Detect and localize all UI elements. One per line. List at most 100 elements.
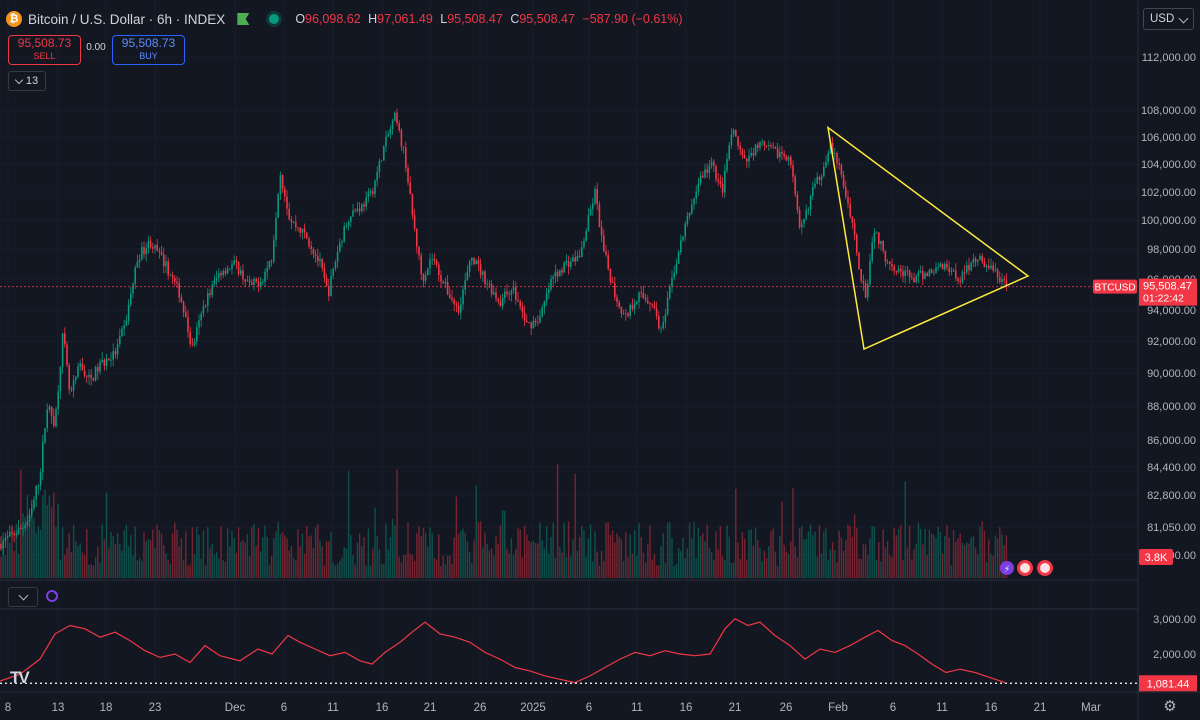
candle-body <box>732 130 735 135</box>
volume-bar <box>583 530 585 578</box>
volume-bar <box>607 522 609 578</box>
candle-body <box>48 406 51 410</box>
volume-bar <box>750 529 752 578</box>
volume-bar <box>519 529 521 578</box>
volume-bar <box>693 521 695 578</box>
candle-body <box>939 263 942 268</box>
candle-body <box>840 164 843 175</box>
volume-bar <box>908 525 911 578</box>
time-tick-label: 6 <box>586 702 592 714</box>
candle-body <box>695 191 697 199</box>
indicators-count: 13 <box>25 75 39 87</box>
candle-body <box>42 442 44 473</box>
flag-icon[interactable] <box>237 13 250 25</box>
indicators-toggle-button[interactable]: 13 <box>8 71 46 91</box>
volume-bar <box>268 564 271 578</box>
candle-body <box>350 216 352 222</box>
candle-body <box>713 161 715 166</box>
candle-body <box>889 261 891 265</box>
candle-body <box>167 261 169 276</box>
volume-bar <box>462 528 464 578</box>
volume-bar <box>941 553 944 578</box>
volume-bar <box>508 553 510 578</box>
volume-bar <box>765 558 768 578</box>
candle-body <box>763 141 766 146</box>
volume-bar <box>358 533 361 578</box>
candle-body <box>90 374 92 379</box>
volume-bar <box>992 555 994 578</box>
volume-bar <box>825 528 827 578</box>
candle-body <box>136 261 139 268</box>
time-tick-label: 11 <box>327 702 339 714</box>
indicator-settings-button[interactable] <box>42 587 62 605</box>
candle-body <box>411 194 414 216</box>
candle-body <box>180 297 183 303</box>
volume-bar <box>400 562 403 578</box>
time-tick-label: 16 <box>376 702 389 714</box>
candle-body <box>849 203 851 217</box>
symbol-title[interactable]: Bitcoin / U.S. Dollar · 6h · INDEX <box>28 11 226 27</box>
candle-body <box>235 260 238 262</box>
sell-button[interactable]: 95,508.73 SELL <box>8 35 81 65</box>
tradingview-logo[interactable]: TV <box>10 668 30 687</box>
candle-body <box>130 293 132 305</box>
volume-bar <box>847 524 849 578</box>
candle-body <box>908 270 911 278</box>
volume-bar <box>534 543 537 578</box>
volume-bar <box>823 531 825 578</box>
volume-bar <box>215 551 218 578</box>
candle-body <box>17 527 20 535</box>
candle-body <box>103 359 106 366</box>
candle-body <box>726 159 728 171</box>
candle-body <box>581 247 583 257</box>
volume-bar <box>343 547 345 578</box>
volume-bar <box>935 537 937 578</box>
volume-bar <box>486 543 488 578</box>
volume-bar <box>895 535 898 578</box>
candle-body <box>842 174 845 187</box>
candle-body <box>561 270 563 273</box>
volume-bar <box>726 525 728 578</box>
candle-body <box>433 258 436 261</box>
volume-bar <box>376 535 378 578</box>
candle-body <box>867 284 869 298</box>
candle-body <box>81 363 84 371</box>
volume-bar <box>317 523 319 578</box>
price-tick-label: 81,050.00 <box>1147 522 1196 534</box>
candle-body <box>983 261 986 268</box>
candle-body <box>306 232 308 239</box>
volume-bar <box>163 545 165 578</box>
volume-bar <box>680 551 682 578</box>
candle-body <box>26 521 29 526</box>
volume-bar <box>515 548 517 578</box>
volume-bar <box>721 556 724 578</box>
volume-bar <box>699 536 702 578</box>
candle-body <box>629 304 631 316</box>
candle-body <box>512 287 515 291</box>
buy-button[interactable]: 95,508.73 BUY <box>112 35 185 65</box>
candle-body <box>706 169 708 173</box>
volume-bar <box>222 560 224 578</box>
volume-bar <box>191 527 194 578</box>
volume-bar <box>717 549 719 578</box>
volume-bar <box>391 518 394 578</box>
pane-collapse-button[interactable] <box>8 587 38 607</box>
volume-bar <box>655 565 658 578</box>
candle-body <box>510 290 513 295</box>
candle-body <box>13 533 15 536</box>
candle-body <box>66 344 68 366</box>
volume-bar <box>312 547 315 578</box>
price-tag <box>1139 278 1197 306</box>
candle-body <box>856 234 858 253</box>
volume-bar <box>647 544 649 578</box>
volume-bar <box>565 557 568 578</box>
candle-body <box>497 298 499 302</box>
candle-body <box>651 304 653 305</box>
candle-body <box>152 247 154 249</box>
gear-icon[interactable]: ⚙ <box>1163 698 1177 715</box>
volume-bar <box>125 524 128 578</box>
volume-bar <box>110 531 112 578</box>
volume-bar <box>460 531 462 578</box>
currency-select[interactable]: USD <box>1143 8 1194 30</box>
